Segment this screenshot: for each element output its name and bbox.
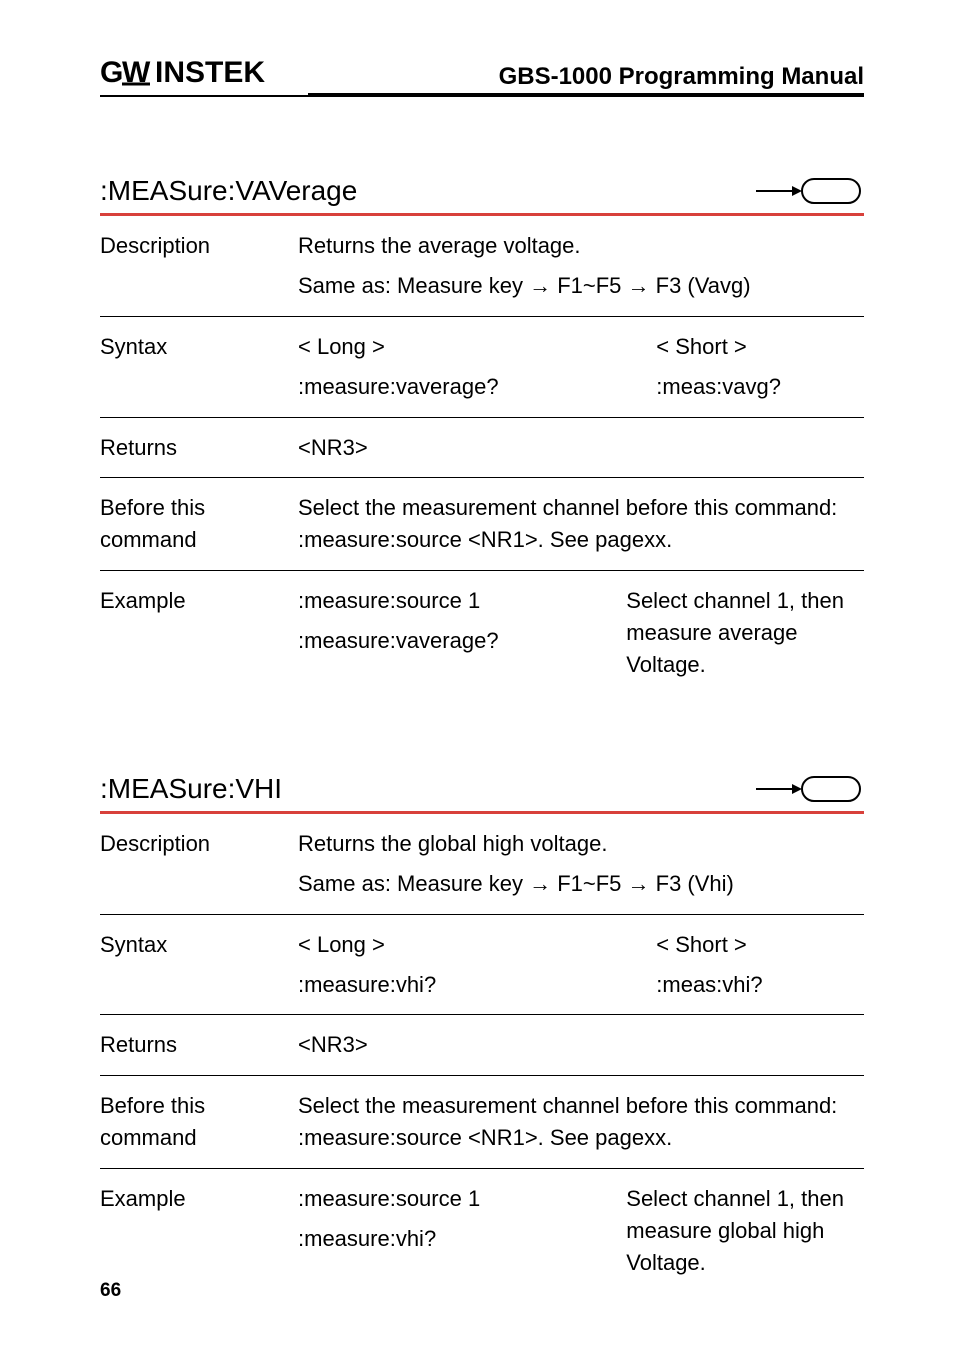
text-line: Select channel 1, then measure global hi… [626,1183,864,1279]
col-explain: Select channel 1, then measure average V… [626,585,864,681]
brand-logo-overlay: G W INSTEK [100,54,308,95]
two-column: < Long > :measure:vhi? < Short > :meas:v… [298,929,864,1001]
table-row: Syntax < Long > :measure:vaverage? < Sho… [100,317,864,418]
text-line: :measure:source 1 [298,1183,626,1215]
row-content: :measure:source 1 :measure:vhi? Select ch… [298,1183,864,1279]
table-row: Before thiscommandSelect the measurement… [100,478,864,571]
row-content: Select the measurement channel before th… [298,492,864,556]
col-long: < Long > :measure:vaverage? [298,331,626,403]
text-line: :measure:vaverage? [298,371,626,403]
row-label: Syntax [100,331,298,403]
text-line: Select the measurement channel before th… [298,492,864,556]
table-row: Example :measure:source 1 :measure:vhi? S… [100,1169,864,1293]
text-line: Returns the average voltage. [298,230,864,262]
row-label: Description [100,828,298,900]
svg-text:G: G [100,56,123,89]
text-line: < Long > [298,331,626,363]
row-content: Returns the global high voltage. Same as:… [298,828,864,900]
query-icon [754,775,864,803]
logo-svg: G W INSTEK [100,54,300,90]
row-label: Returns [100,1029,298,1061]
section-title: :MEASure:VAVerage [100,175,357,207]
row-label: Before thiscommand [100,492,298,556]
row-label: Example [100,585,298,681]
col-short: < Short > :meas:vavg? [626,331,864,403]
row-content: < Long > :measure:vaverage? < Short > :m… [298,331,864,403]
col-commands: :measure:source 1 :measure:vaverage? [298,585,626,681]
row-content: <NR3> [298,1029,864,1061]
col-commands: :measure:source 1 :measure:vhi? [298,1183,626,1279]
two-column: < Long > :measure:vaverage? < Short > :m… [298,331,864,403]
row-content: < Long > :measure:vhi? < Short > :meas:v… [298,929,864,1001]
text-line: :measure:vhi? [298,969,626,1001]
two-column: :measure:source 1 :measure:vhi? Select ch… [298,1183,864,1279]
row-label: Returns [100,432,298,464]
text-line: < Long > [298,929,626,961]
row-content: Select the measurement channel before th… [298,1090,864,1154]
col-explain: Select channel 1, then measure global hi… [626,1183,864,1279]
text-line: <NR3> [298,432,864,464]
header-title: GBS-1000 Programming Manual [499,63,864,91]
text-line: <NR3> [298,1029,864,1061]
row-content: Returns the average voltage. Same as: Mea… [298,230,864,302]
text-line: Select channel 1, then measure average V… [626,585,864,681]
table-row: Returns<NR3> [100,1015,864,1076]
text-line: Same as: Measure key → F1~F5 → F3 (Vavg) [298,270,864,302]
text-line: :measure:vhi? [298,1223,626,1255]
text-line: < Short > [656,331,864,363]
text-line: :measure:vaverage? [298,625,626,657]
text-line: Same as: Measure key → F1~F5 → F3 (Vhi) [298,868,864,900]
command-section: :MEASure:VHI DescriptionReturns the glob… [100,773,864,1293]
row-content: <NR3> [298,432,864,464]
page-number: 66 [100,1280,121,1302]
col-long: < Long > :measure:vhi? [298,929,626,1001]
row-label: Before thiscommand [100,1090,298,1154]
table-row: Returns<NR3> [100,418,864,479]
section-title: :MEASure:VHI [100,773,282,805]
text-line: :measure:source 1 [298,585,626,617]
row-content: :measure:source 1 :measure:vaverage? Sele… [298,585,864,681]
query-type-icon [754,775,864,803]
section-header: :MEASure:VHI [100,773,864,814]
row-label: Description [100,230,298,302]
command-section: :MEASure:VAVerage DescriptionReturns the… [100,175,864,695]
text-line: < Short > [656,929,864,961]
table-row: DescriptionReturns the global high volta… [100,814,864,915]
two-column: :measure:source 1 :measure:vaverage? Sele… [298,585,864,681]
text-line: Select the measurement channel before th… [298,1090,864,1154]
table-row: Syntax < Long > :measure:vhi? < Short > … [100,915,864,1016]
table-row: Example :measure:source 1 :measure:vavera… [100,571,864,695]
svg-text:INSTEK: INSTEK [155,56,265,89]
query-icon [754,177,864,205]
section-header: :MEASure:VAVerage [100,175,864,216]
col-short: < Short > :meas:vhi? [626,929,864,1001]
row-label: Syntax [100,929,298,1001]
text-line: :meas:vhi? [656,969,864,1001]
table-row: DescriptionReturns the average voltage. S… [100,216,864,317]
text-line: Returns the global high voltage. [298,828,864,860]
text-line: :meas:vavg? [656,371,864,403]
table-row: Before thiscommandSelect the measurement… [100,1076,864,1169]
query-type-icon [754,177,864,205]
row-label: Example [100,1183,298,1279]
